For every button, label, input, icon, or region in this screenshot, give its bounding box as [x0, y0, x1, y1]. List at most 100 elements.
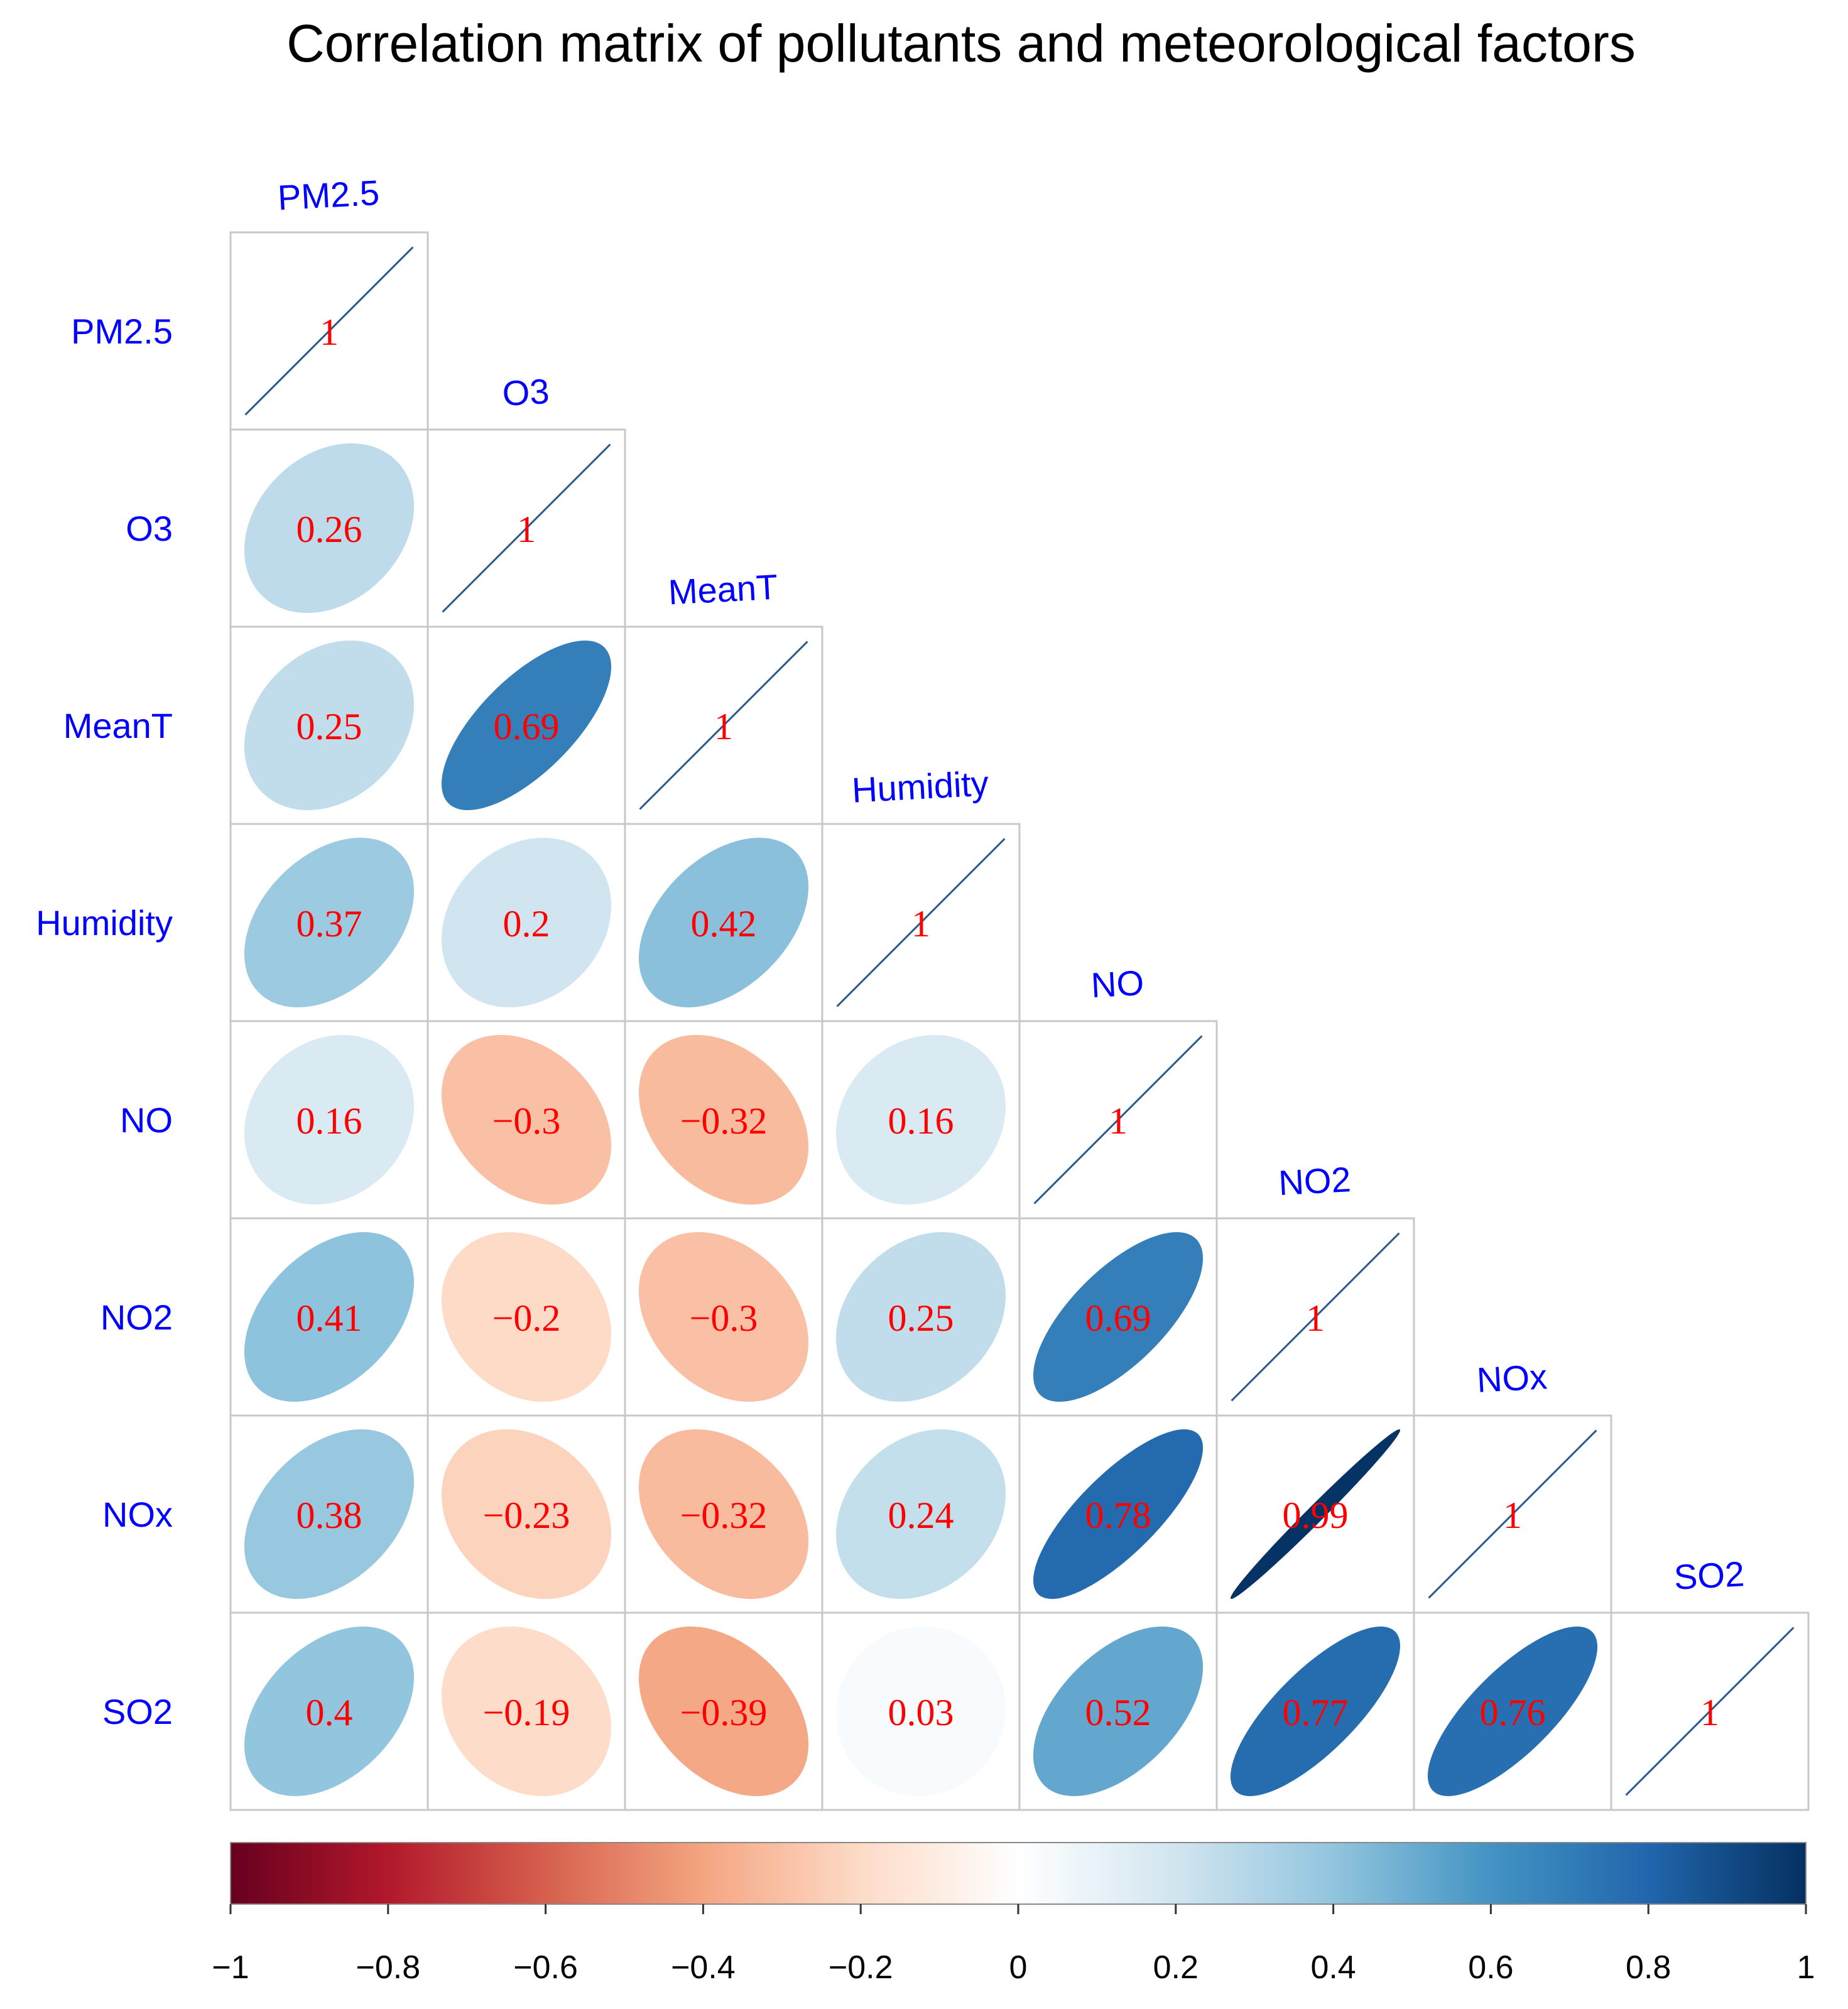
chart-title: Correlation matrix of pollutants and met… — [286, 14, 1636, 73]
correlation-ellipse — [441, 1429, 612, 1600]
correlation-value-label: −0.3 — [492, 1100, 561, 1142]
column-label: Humidity — [851, 763, 990, 810]
correlation-value-label: −0.19 — [483, 1692, 570, 1733]
correlation-value-label: 1 — [1306, 1297, 1325, 1339]
row-label: NOx — [102, 1495, 173, 1534]
correlation-ellipse — [1033, 1232, 1204, 1402]
correlation-value-label: −0.39 — [680, 1692, 768, 1733]
correlation-ellipse — [835, 1429, 1006, 1600]
column-label: NOx — [1476, 1356, 1548, 1400]
column-label: O3 — [501, 371, 550, 413]
correlation-diagonal-line — [836, 838, 1006, 1007]
colorbar-tick-label: 0.4 — [1310, 1949, 1356, 1986]
correlation-ellipse — [638, 1232, 809, 1402]
correlation-ellipse — [441, 1034, 612, 1205]
correlation-value-label: 0.76 — [1480, 1692, 1546, 1733]
row-label: MeanT — [63, 706, 173, 745]
correlation-value-label: 0.03 — [888, 1692, 954, 1733]
correlation-diagonal-line — [1625, 1627, 1795, 1796]
column-label: SO2 — [1673, 1554, 1745, 1597]
correlation-value-label: 0.77 — [1283, 1692, 1349, 1733]
correlation-value-label: −0.2 — [492, 1297, 561, 1339]
colorbar-tick-label: −0.2 — [829, 1949, 893, 1986]
correlation-ellipse — [1230, 1626, 1401, 1797]
colorbar: −1 −0.8 −0.6 −0.4 −0.2 0 0.2 0.4 0.6 0.8 1 — [212, 1842, 1815, 1986]
correlation-value-label: 0.41 — [296, 1297, 362, 1339]
correlation-ellipse — [244, 1626, 415, 1797]
correlation-ellipse — [638, 1429, 809, 1600]
correlation-value-label: 1 — [1700, 1692, 1719, 1733]
correlation-diagonal-line — [1033, 1035, 1203, 1205]
row-label: NO2 — [101, 1297, 173, 1337]
correlation-value-label: 0.69 — [494, 706, 560, 747]
row-label: PM2.5 — [71, 311, 173, 351]
correlation-value-label: 1 — [517, 509, 536, 550]
correlation-diagonal-line — [1428, 1429, 1597, 1599]
correlation-ellipse — [441, 837, 612, 1008]
correlation-value-label: 0.78 — [1085, 1495, 1151, 1536]
correlation-value-label: 0.37 — [296, 903, 362, 945]
column-label: NO2 — [1278, 1159, 1352, 1203]
correlation-value-label: 0.25 — [888, 1297, 954, 1339]
colorbar-tick-label: 0.8 — [1626, 1949, 1671, 1986]
correlation-ellipse — [835, 1232, 1006, 1402]
correlation-ellipse — [835, 1626, 1006, 1797]
colorbar-tick-label: −0.6 — [513, 1949, 578, 1986]
correlation-ellipse — [441, 1626, 612, 1797]
correlation-value-label: 0.24 — [888, 1495, 954, 1536]
matrix: 1 0.26 1 0.25 0.69 1 0.37 0.2 0.42 1 0.16 −0.3 −0.32… — [36, 173, 1810, 1811]
correlation-value-label: 1 — [714, 706, 733, 747]
correlation-value-label: 0.16 — [296, 1100, 362, 1142]
correlation-ellipse — [638, 1626, 809, 1797]
colorbar-tick-label: 0.6 — [1468, 1949, 1513, 1986]
colorbar-tick-label: −0.8 — [356, 1949, 420, 1986]
correlation-value-label: 0.4 — [306, 1692, 353, 1733]
correlation-diagonal-line — [639, 641, 808, 810]
correlation-value-label: −0.3 — [690, 1297, 758, 1339]
colorbar-tick-label: 0 — [1009, 1949, 1028, 1986]
correlation-diagonal-line — [1231, 1232, 1400, 1402]
correlation-value-label: 0.69 — [1085, 1297, 1151, 1339]
correlation-ellipse — [1033, 1429, 1204, 1600]
correlation-ellipse — [1033, 1626, 1204, 1797]
correlation-value-label: −0.23 — [483, 1495, 570, 1536]
correlation-ellipse — [638, 1034, 809, 1205]
correlation-value-label: −0.32 — [680, 1495, 768, 1536]
colorbar-tick-label: 1 — [1797, 1949, 1815, 1986]
correlation-diagonal-line — [442, 443, 611, 613]
correlation-value-label: 1 — [1109, 1100, 1128, 1142]
column-label: MeanT — [667, 567, 778, 612]
correlation-value-label: 1 — [320, 311, 339, 353]
correlation-ellipse — [441, 640, 612, 811]
correlation-value-label: −0.32 — [680, 1100, 768, 1142]
correlation-value-label: 0.2 — [503, 903, 550, 945]
correlation-value-label: 0.38 — [296, 1495, 362, 1536]
correlation-ellipse — [1230, 1429, 1401, 1600]
correlation-value-label: 0.52 — [1085, 1692, 1151, 1733]
correlation-value-label: 1 — [911, 903, 930, 945]
colorbar-tick-label: −0.4 — [671, 1949, 736, 1986]
correlation-ellipse — [638, 837, 809, 1008]
correlation-ellipse — [244, 1034, 415, 1205]
colorbar-gradient — [230, 1842, 1807, 1905]
column-label: NO — [1090, 963, 1144, 1005]
correlation-ellipse — [244, 837, 415, 1008]
correlation-ellipse — [441, 1232, 612, 1402]
correlation-value-label: 0.42 — [691, 903, 757, 945]
row-label: NO — [120, 1100, 173, 1140]
correlation-ellipse — [244, 1429, 415, 1600]
row-label: Humidity — [36, 903, 173, 943]
correlation-value-label: 0.99 — [1283, 1495, 1349, 1536]
correlation-ellipse — [244, 1232, 415, 1402]
colorbar-tick-label: −1 — [212, 1949, 249, 1986]
correlation-ellipse — [835, 1034, 1006, 1205]
correlation-value-label: 0.25 — [296, 706, 362, 747]
row-label: SO2 — [102, 1692, 173, 1731]
row-label: O3 — [126, 509, 173, 548]
colorbar-tick-label: 0.2 — [1153, 1949, 1198, 1986]
correlation-ellipse — [244, 443, 415, 614]
correlation-ellipse — [1427, 1626, 1598, 1797]
correlation-ellipse — [244, 640, 415, 811]
column-label: PM2.5 — [277, 173, 381, 217]
